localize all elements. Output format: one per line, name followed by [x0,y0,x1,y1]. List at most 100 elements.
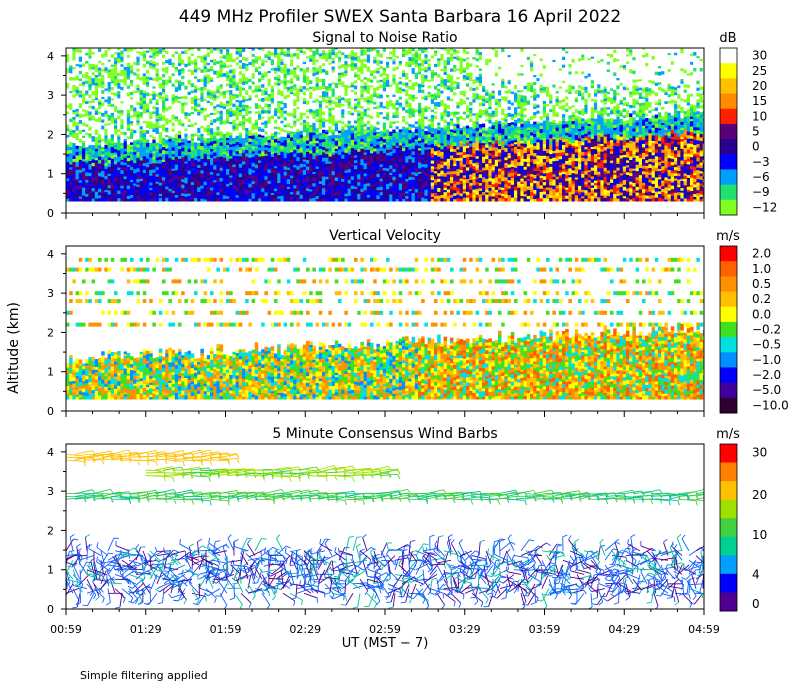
snr-cell [325,113,329,117]
snr-cell [210,164,214,168]
snr-cell [354,60,358,64]
snr-cell [178,173,182,177]
snr-cell [206,94,211,99]
snr-cell [219,67,224,72]
snr-cell [248,187,252,191]
snr-cell [245,57,249,61]
snr-cell [219,137,224,141]
snr-cell [123,106,128,111]
snr-cell [232,53,236,57]
snr-cell [104,178,108,183]
snr-cell [206,48,211,50]
snr-cell [331,197,336,202]
snr-cell [213,172,217,175]
snr-cell [360,108,364,112]
snr-cell [270,108,275,114]
snr-cell [146,76,150,80]
snr-cell [245,160,249,165]
snr-cell [168,100,172,104]
snr-cell [344,109,348,114]
snr-cell [248,126,252,131]
snr-cell [88,120,92,125]
snr-cell [123,114,128,119]
snr-cell [149,108,153,112]
snr-cell [344,84,348,89]
snr-cell [331,96,336,101]
snr-cell [354,197,358,202]
snr-cell [248,171,252,175]
snr-cell [344,114,348,119]
snr-cell [104,182,108,187]
snr-cell [334,171,339,175]
snr-cell [190,48,195,50]
snr-cell [213,140,217,144]
snr-cell [350,139,355,142]
snr-cell [72,68,76,73]
snr-cell [142,198,147,202]
snr-cell [98,113,102,118]
snr-cell [88,175,92,180]
snr-cell [315,163,320,167]
snr-cell [245,164,249,168]
snr-cell [165,94,169,99]
snr-cell [190,178,195,183]
snr-cell [360,148,364,153]
snr-cell [107,131,112,136]
snr-cell [194,111,198,115]
snr-cell [123,110,128,113]
snr-cell [315,118,320,123]
snr-cell [120,53,124,57]
snr-cell [184,198,188,202]
snr-cell [350,192,355,196]
snr-cell [306,178,310,183]
snr-cell [88,48,92,53]
snr-cell [139,48,144,50]
snr-cell [178,183,182,188]
snr-cell [104,132,108,136]
snr-cell [194,58,198,63]
snr-cell [91,81,96,86]
snr-cell [293,146,297,150]
snr-cell [123,66,128,71]
snr-cell [222,106,227,110]
snr-cell [238,70,243,75]
snr-cell [264,189,268,193]
snr-cell [242,121,246,125]
snr-cell [296,108,300,113]
snr-cell [274,179,278,183]
snr-cell [82,187,86,190]
snr-cell [216,181,220,186]
snr-cell [366,173,371,178]
snr-cell [293,81,297,85]
snr-cell [69,87,73,92]
snr-cell [254,143,259,147]
snr-cell [270,125,275,130]
snr-cell [302,163,307,167]
snr-cell [283,191,288,195]
snr-cell [206,100,211,104]
snr-cell [267,183,272,188]
snr-cell [203,59,208,64]
snr-cell [347,195,352,199]
snr-cell [293,126,297,130]
snr-cell [69,177,73,182]
snr-cell [296,160,300,164]
snr-cell [254,127,259,130]
snr-cell [270,128,275,134]
snr-cell [142,141,147,145]
snr-cell [107,50,112,54]
snr-cell [101,84,105,89]
snr-cell [312,129,316,133]
snr-cell [312,100,316,103]
snr-cell [235,81,240,85]
snr-cell [338,125,342,128]
snr-cell [117,193,121,196]
snr-cell [181,87,185,91]
snr-cell [69,92,73,97]
snr-cell [91,177,96,180]
snr-cell [350,94,355,98]
snr-cell [293,164,297,168]
snr-cell [146,139,150,143]
snr-cell [203,165,208,170]
snr-cell [82,140,86,143]
